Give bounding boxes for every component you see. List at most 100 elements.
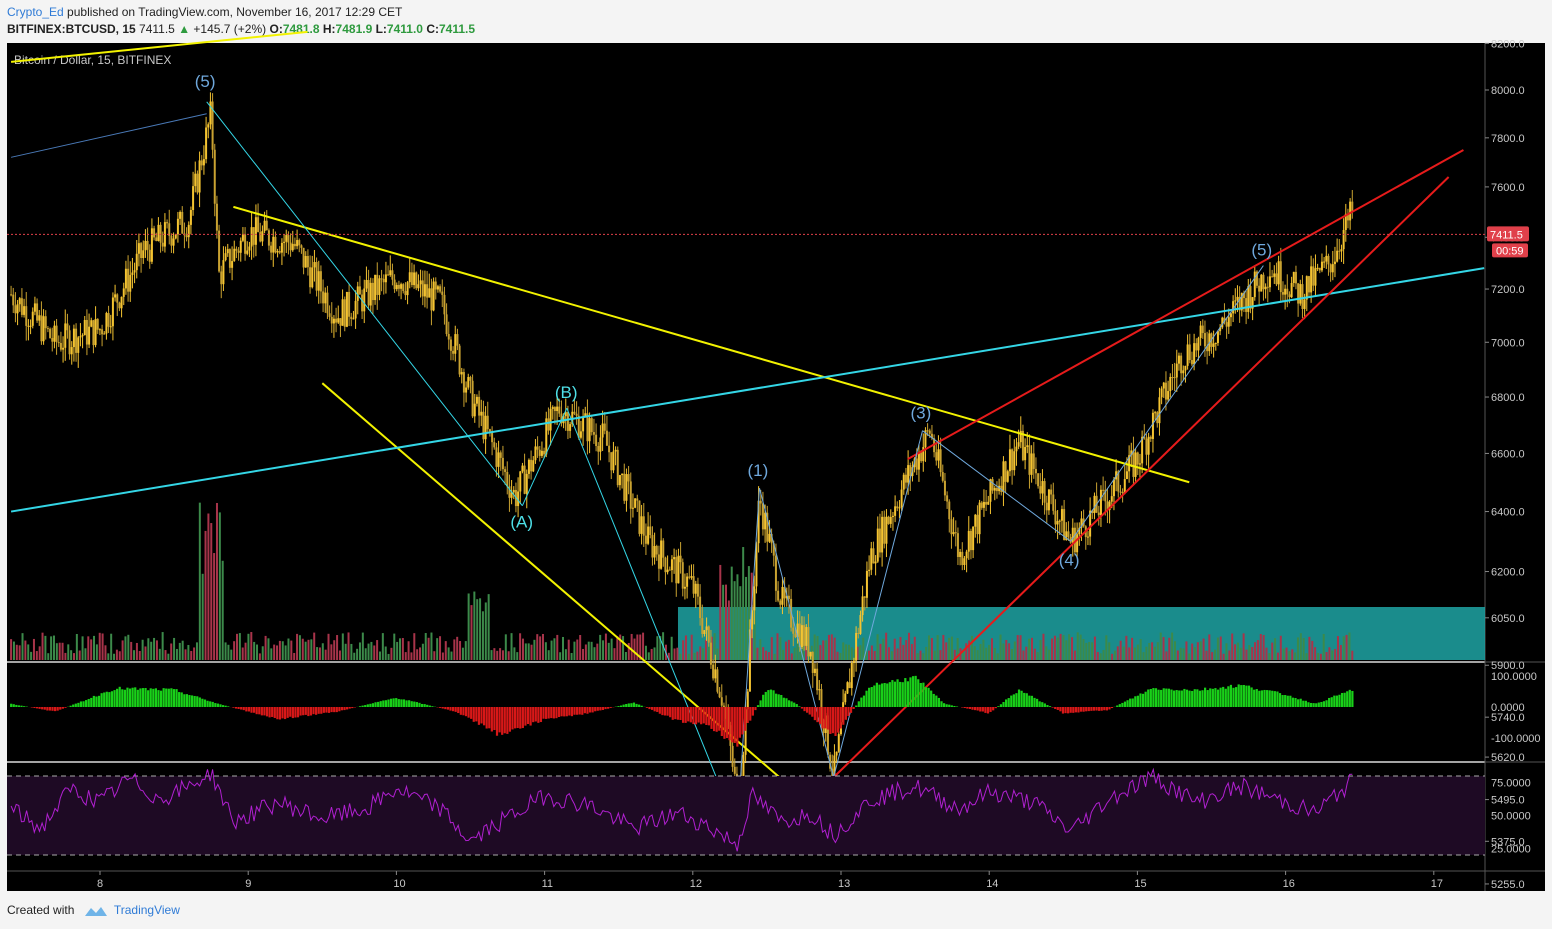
macd-bar xyxy=(669,707,672,718)
candle-body xyxy=(85,319,88,345)
candle-body xyxy=(1273,273,1276,277)
candle-body xyxy=(387,274,390,276)
volume-bar xyxy=(1316,652,1319,660)
candle-body xyxy=(361,294,364,312)
macd-bar xyxy=(444,707,447,710)
volume-bar xyxy=(224,642,227,660)
candle-body xyxy=(941,472,944,481)
volume-bar xyxy=(1156,642,1159,660)
candle-body xyxy=(521,465,524,472)
macd-bar xyxy=(1209,688,1212,707)
macd-bar xyxy=(720,707,723,737)
candle-body xyxy=(722,705,725,707)
candle-body xyxy=(402,284,405,292)
price-pane[interactable] xyxy=(7,43,1485,661)
candle-body xyxy=(868,569,871,571)
candle-body xyxy=(252,227,255,245)
candle-body xyxy=(131,272,134,275)
volume-bar xyxy=(573,641,576,660)
macd-bar xyxy=(1315,703,1318,707)
volume-bar xyxy=(1302,638,1305,660)
symbol-label: BITFINEX:BTCUSD, 15 xyxy=(7,22,136,36)
candle-body xyxy=(239,240,242,253)
candle-body xyxy=(673,557,676,560)
candle-body xyxy=(304,255,307,268)
macd-bar xyxy=(986,707,990,714)
volume-bar xyxy=(856,646,859,660)
candle-body xyxy=(369,282,372,306)
candle-body xyxy=(458,345,461,375)
volume-bar xyxy=(241,647,244,660)
macd-bar xyxy=(54,707,57,712)
candle-body xyxy=(1221,317,1224,328)
candle-body xyxy=(1099,489,1102,516)
candle-body xyxy=(358,286,361,295)
author-link[interactable]: Crypto_Ed xyxy=(7,5,64,19)
volume-bar xyxy=(459,641,462,660)
macd-bar xyxy=(526,707,530,725)
macd-bar xyxy=(134,687,137,707)
volume-bar xyxy=(161,632,164,660)
price-axis[interactable] xyxy=(1485,43,1545,891)
volume-bar xyxy=(1222,653,1225,660)
candle-body xyxy=(688,576,691,578)
candle-body xyxy=(781,586,784,605)
macd-bar xyxy=(340,707,344,711)
volume-bar xyxy=(347,632,350,660)
macd-bar xyxy=(395,698,398,707)
candle-body xyxy=(103,333,106,335)
candle-body xyxy=(428,288,431,298)
macd-bar xyxy=(216,703,220,707)
candle-body xyxy=(83,319,86,336)
macd-bar xyxy=(69,705,72,707)
macd-bar xyxy=(1056,707,1059,710)
volume-bar xyxy=(1345,634,1348,660)
candle-body xyxy=(560,413,563,424)
candle-body xyxy=(629,481,632,509)
macd-bar xyxy=(950,705,953,707)
macd-bar xyxy=(286,707,289,718)
macd-bar xyxy=(904,678,907,707)
volume-bar xyxy=(582,648,585,660)
candle-body xyxy=(631,507,634,509)
macd-bar xyxy=(343,707,346,711)
volume-bar xyxy=(1013,641,1016,660)
volume-bar xyxy=(627,642,630,660)
macd-bar xyxy=(1054,707,1057,709)
volume-bar xyxy=(1028,638,1031,660)
macd-bar xyxy=(1317,702,1320,707)
volume-bar xyxy=(853,649,856,660)
volume-bar xyxy=(756,647,759,660)
candle-body xyxy=(820,689,823,720)
x-tick-label: 10 xyxy=(393,878,405,890)
candle-body xyxy=(900,489,903,508)
macd-bar xyxy=(477,707,481,725)
volume-bar xyxy=(1331,650,1334,660)
tradingview-link[interactable]: TradingView xyxy=(113,903,180,917)
macd-bar xyxy=(868,687,871,707)
macd-bar xyxy=(185,694,189,707)
macd-bar xyxy=(594,707,597,712)
candle-body xyxy=(306,255,309,268)
macd-bar xyxy=(1188,690,1191,707)
candle-body xyxy=(1214,342,1217,344)
candle-body xyxy=(835,751,838,756)
candle-body xyxy=(356,286,359,301)
volume-bar xyxy=(464,641,467,660)
macd-bar xyxy=(625,703,628,707)
macd-bar xyxy=(82,701,85,707)
volume-bar xyxy=(1351,650,1354,660)
volume-bar xyxy=(230,649,233,660)
candle-body xyxy=(770,533,773,544)
volume-bar xyxy=(642,632,645,660)
macd-bar xyxy=(1067,707,1070,714)
time-axis[interactable] xyxy=(7,871,1485,891)
macd-bar xyxy=(1043,703,1046,707)
macd-bar xyxy=(940,701,943,707)
candle-body xyxy=(592,432,595,435)
candle-body xyxy=(1336,250,1339,262)
macd-bar xyxy=(547,707,550,719)
candle-body xyxy=(1351,201,1354,212)
candle-body xyxy=(1002,461,1005,493)
